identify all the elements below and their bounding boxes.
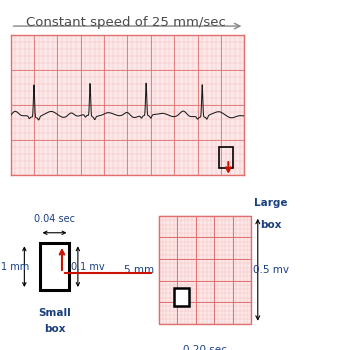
Bar bbox=[159, 216, 251, 324]
Text: 1 mm: 1 mm bbox=[1, 262, 29, 272]
Text: box: box bbox=[260, 220, 282, 231]
Text: box: box bbox=[44, 323, 65, 334]
Bar bbox=[173, 288, 189, 307]
Bar bbox=[218, 147, 233, 168]
Text: 0.1 mv: 0.1 mv bbox=[71, 262, 105, 272]
Text: 0.5 mv: 0.5 mv bbox=[253, 265, 289, 275]
Bar bbox=[40, 243, 69, 290]
Text: 5 mm: 5 mm bbox=[124, 265, 154, 275]
Text: Large: Large bbox=[254, 198, 288, 208]
Text: 0.20 sec: 0.20 sec bbox=[183, 345, 227, 350]
Text: 0.04 sec: 0.04 sec bbox=[34, 215, 75, 224]
Bar bbox=[159, 216, 251, 324]
Text: Constant speed of 25 mm/sec: Constant speed of 25 mm/sec bbox=[26, 16, 225, 29]
Text: Small: Small bbox=[38, 308, 71, 317]
